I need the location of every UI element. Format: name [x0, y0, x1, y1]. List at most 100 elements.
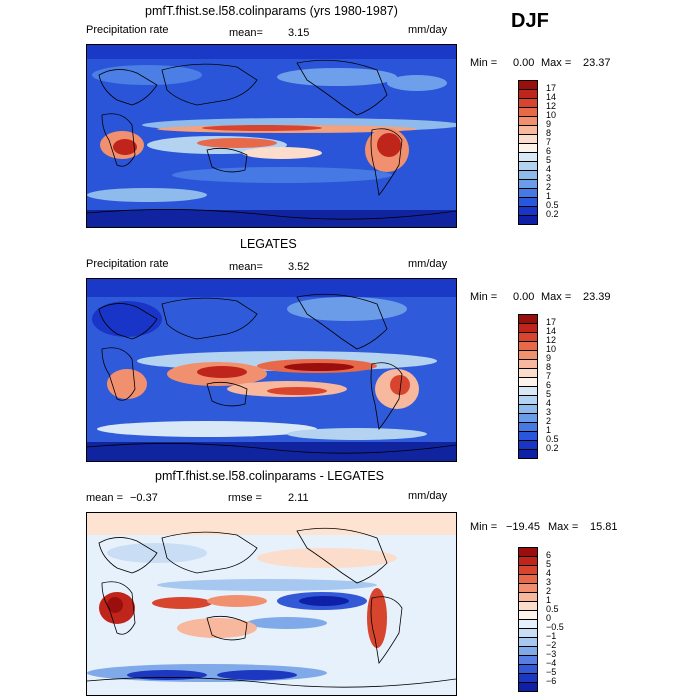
colorbar-tick-label: 0 [546, 613, 552, 623]
panel-3-rmse-label: rmse = [228, 492, 262, 504]
colorbar-swatch [518, 206, 538, 215]
colorbar-tick-label: 0.5 [546, 434, 559, 444]
colorbar-tick-label: −6 [546, 676, 557, 686]
panel-2-colorbar: 17 14 12 10 9 8 7 6 5 4 3 2 1 0.5 0.2 [518, 314, 559, 459]
panel-1-units: mm/day [408, 24, 448, 36]
map-coastline [296, 293, 388, 350]
map-field-patch [152, 597, 212, 609]
map-field-patch [157, 579, 377, 591]
colorbar-tick-label: 1 [546, 191, 552, 201]
colorbar-swatch [518, 574, 538, 583]
panel-1-max-value: 23.37 [583, 57, 611, 69]
colorbar-swatch [518, 449, 538, 459]
colorbar-swatch [518, 359, 538, 368]
panel-3-rmse-value: 2.11 [288, 492, 309, 504]
colorbar-tick-label: 17 [546, 317, 557, 327]
map-coastline [206, 615, 248, 641]
colorbar-tick-label: 5 [546, 389, 552, 399]
colorbar-tick-label: 6 [546, 380, 552, 390]
colorbar-swatch [518, 682, 538, 692]
panel-3-map-svg [87, 513, 456, 695]
panel-1-title: pmfT.fhist.se.l58.colinparams (yrs 1980-… [145, 4, 398, 18]
map-arctic-band [87, 513, 456, 535]
map-coastline [370, 128, 403, 196]
colorbar-tick-label: 2 [546, 416, 552, 426]
panel-2-mean-value: 3.52 [288, 261, 310, 273]
panel-3-map [86, 512, 457, 696]
colorbar-tick-label: 12 [546, 101, 557, 111]
colorbar-swatch [518, 161, 538, 170]
colorbar-tick-label: 5 [546, 559, 552, 569]
map-field-patch [242, 147, 322, 159]
panel-3-title: pmfT.fhist.se.l58.colinparams - LEGATES [155, 469, 385, 483]
colorbar-swatch [518, 422, 538, 431]
colorbar-swatch [518, 565, 538, 574]
map-coastline [296, 59, 388, 116]
colorbar-tick-label: −4 [546, 658, 557, 668]
colorbar-swatch [518, 583, 538, 592]
colorbar-tick-label: 0.2 [546, 443, 559, 453]
colorbar-tick-label: 17 [546, 83, 557, 93]
map-arctic-band [87, 279, 456, 297]
colorbar-tick-label: 6 [546, 146, 552, 156]
colorbar-swatch [518, 314, 538, 323]
panel-1-mean-value: 3.15 [288, 27, 310, 39]
panel-2-min-label: Min = [470, 291, 498, 303]
colorbar-tick-label: 4 [546, 568, 552, 578]
map-field-patch [172, 167, 392, 183]
colorbar-swatch [518, 368, 538, 377]
panel-3-min-label: Min = [470, 521, 498, 533]
colorbar-swatch [518, 152, 538, 161]
map-coastline [370, 596, 403, 664]
map-coastline [101, 113, 136, 167]
colorbar-swatch [518, 395, 538, 404]
colorbar-tick-label: 5 [546, 155, 552, 165]
map-coastline [87, 209, 456, 220]
colorbar-tick-label: 2 [546, 182, 552, 192]
colorbar-tick-label: 0.5 [546, 200, 559, 210]
colorbar-tick-label: 3 [546, 173, 552, 183]
map-field-patch [207, 595, 267, 607]
colorbar-tick-label: 3 [546, 407, 552, 417]
colorbar-swatch [518, 619, 538, 628]
colorbar-swatch [518, 197, 538, 206]
colorbar-tick-label: 1 [546, 595, 552, 605]
panel-1-mean-label: mean= [229, 27, 263, 39]
map-field-patch [107, 597, 123, 613]
colorbar-tick-label: 14 [546, 92, 557, 102]
colorbar-swatch [518, 440, 538, 449]
map-field-patch [177, 618, 257, 638]
colorbar-swatch [518, 556, 538, 565]
colorbar-tick-label: 7 [546, 137, 552, 147]
colorbar-swatch [518, 350, 538, 359]
colorbar-swatch [518, 664, 538, 673]
map-coastline [87, 443, 456, 454]
map-antarctic-band [87, 442, 456, 461]
map-field-patch [387, 75, 447, 91]
colorbar-swatch [518, 116, 538, 125]
map-arctic-band [87, 45, 456, 59]
map-coastline [101, 347, 136, 401]
colorbar-swatch [518, 673, 538, 682]
colorbar-swatch [518, 134, 538, 143]
colorbar-swatch [518, 323, 538, 332]
panel-2-map [86, 278, 457, 462]
panel-2-units: mm/day [408, 258, 448, 270]
colorbar-swatch [518, 215, 538, 225]
colorbar-tick-label: 4 [546, 398, 552, 408]
map-coastline [161, 297, 258, 340]
map-coastline [161, 63, 258, 106]
map-coastline [87, 677, 456, 688]
map-field-patch [87, 188, 207, 202]
map-coastline [98, 537, 158, 574]
season-label: DJF [511, 10, 549, 32]
colorbar-swatch [518, 431, 538, 440]
panel-2-map-svg [87, 279, 456, 461]
map-field-patch [257, 548, 397, 568]
map-coastline [98, 69, 158, 106]
colorbar-swatch [518, 107, 538, 116]
colorbar-swatch [518, 404, 538, 413]
colorbar-swatch [518, 628, 538, 637]
panel-1-map-svg [87, 45, 456, 227]
colorbar-tick-label: 6 [546, 550, 552, 560]
